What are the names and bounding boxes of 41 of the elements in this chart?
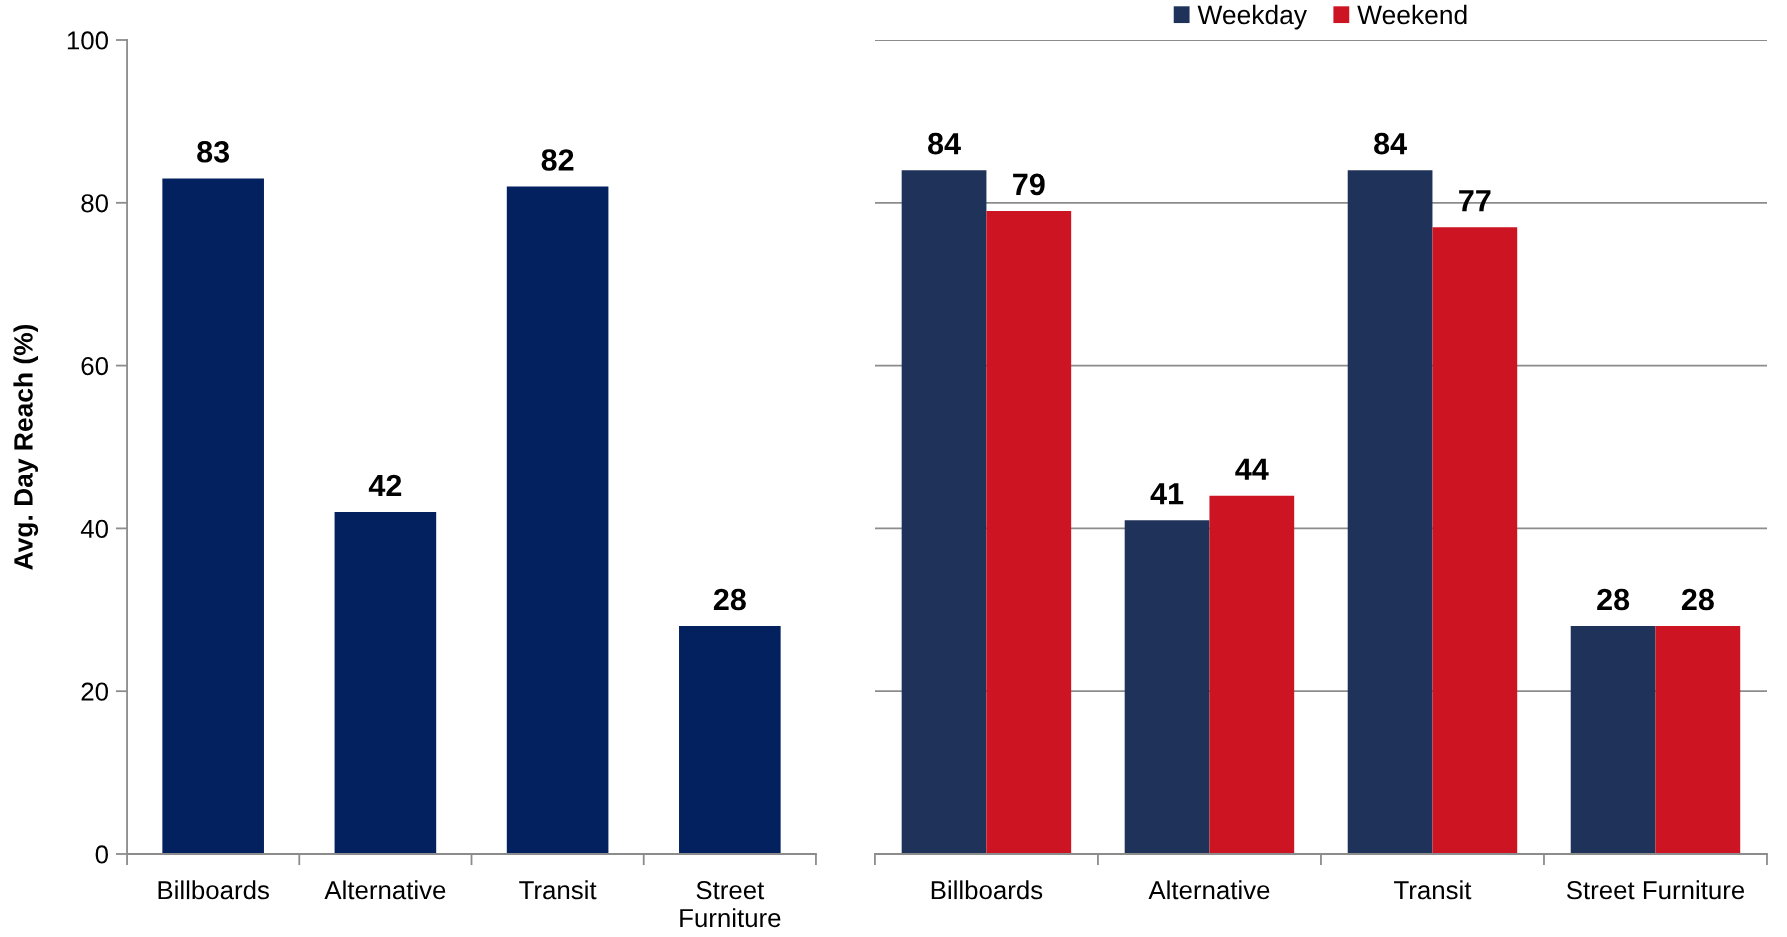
data-label: 79 bbox=[1013, 173, 1045, 196]
bar bbox=[1124, 520, 1210, 854]
data-label: 28 bbox=[1597, 588, 1630, 611]
x-tick-label: Street Furniture bbox=[1566, 880, 1745, 900]
legend-label: Weekday bbox=[1197, 4, 1307, 30]
x-tick-label: Billboards bbox=[158, 880, 269, 900]
data-label: 77 bbox=[1459, 190, 1491, 212]
legend-label: Weekend bbox=[1357, 4, 1467, 25]
data-label: 84 bbox=[928, 132, 961, 155]
x-tick-label: Transit bbox=[1394, 880, 1472, 900]
y-tick-label: 0 bbox=[95, 845, 108, 864]
y-tick-label: 100 bbox=[67, 31, 108, 50]
data-label: 28 bbox=[1681, 588, 1714, 611]
data-label: 83 bbox=[197, 140, 230, 163]
bar bbox=[1655, 626, 1741, 854]
bar bbox=[901, 170, 987, 854]
data-label: 28 bbox=[713, 588, 746, 611]
bar bbox=[506, 186, 609, 854]
bar bbox=[334, 512, 437, 854]
data-label: 44 bbox=[1235, 458, 1269, 480]
y-axis-title: Avg. Day Reach (%) bbox=[13, 324, 39, 570]
bar bbox=[1209, 495, 1295, 854]
x-tick-label: Alternative bbox=[324, 880, 446, 900]
data-label: 84 bbox=[1374, 132, 1407, 155]
bar bbox=[1432, 227, 1518, 854]
y-tick-label: 80 bbox=[81, 194, 108, 213]
data-label: 41 bbox=[1150, 483, 1184, 505]
bar bbox=[1347, 170, 1433, 854]
bar bbox=[1570, 626, 1656, 854]
bar bbox=[679, 626, 781, 854]
y-tick-label: 60 bbox=[81, 356, 108, 376]
data-label: 82 bbox=[541, 149, 574, 171]
y-tick-label: 40 bbox=[80, 519, 108, 539]
x-tick-label: Transit bbox=[519, 880, 597, 900]
x-tick-label: Street Furniture bbox=[680, 881, 781, 928]
x-tick-label: Alternative bbox=[1148, 880, 1270, 900]
x-tick-label: Billboards bbox=[931, 880, 1043, 900]
data-label: 42 bbox=[368, 474, 402, 497]
bar bbox=[162, 178, 264, 854]
bar bbox=[986, 210, 1072, 854]
y-tick-label: 20 bbox=[81, 682, 108, 701]
